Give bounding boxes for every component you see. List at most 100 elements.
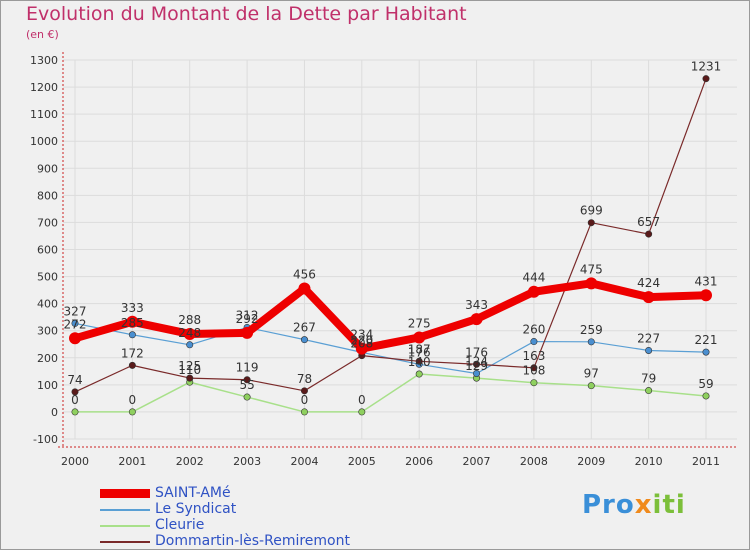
y-tick-label: 400 — [37, 298, 58, 311]
data-label-saint-ame: 424 — [637, 276, 660, 290]
data-label-dommartin: 176 — [465, 345, 488, 359]
data-label-le-syndicat: 124 — [465, 354, 488, 368]
y-tick-label: 900 — [37, 162, 58, 175]
y-tick-label: 1300 — [30, 54, 58, 67]
data-point-saint-ame — [126, 315, 139, 328]
data-label-cleurie: 79 — [641, 372, 656, 386]
data-label-cleurie: 110 — [178, 363, 201, 377]
data-point-saint-ame — [700, 289, 712, 302]
data-label-cleurie: 59 — [698, 377, 713, 391]
data-point-cleurie — [358, 408, 366, 416]
data-label-dommartin: 163 — [522, 349, 545, 363]
data-label-dommartin: 1231 — [691, 60, 722, 74]
x-tick-label: 2001 — [118, 455, 146, 468]
data-label-cleurie: 129 — [465, 359, 488, 373]
data-label-saint-ame: 456 — [293, 267, 316, 281]
data-label-saint-ame: 272 — [64, 317, 87, 331]
data-label-saint-ame: 343 — [465, 298, 488, 312]
y-tick-label: 1000 — [30, 135, 58, 148]
data-point-le-syndicat — [587, 338, 595, 346]
logo-part-3: iti — [652, 490, 686, 520]
x-tick-label: 2003 — [233, 455, 261, 468]
y-tick-label: 0 — [51, 406, 58, 419]
y-tick-label: 100 — [37, 379, 58, 392]
legend-swatch-cleurie — [100, 525, 150, 527]
data-label-le-syndicat: 327 — [64, 304, 87, 318]
data-point-saint-ame — [241, 326, 254, 339]
data-label-dommartin: 119 — [236, 361, 259, 375]
data-point-le-syndicat — [645, 346, 653, 354]
data-label-cleurie: 0 — [301, 393, 309, 407]
data-label-saint-ame: 275 — [408, 316, 431, 330]
y-tick-label: 600 — [37, 244, 58, 257]
series-group — [69, 75, 712, 416]
data-point-dommartin — [702, 75, 710, 83]
legend-label-le-syndicat: Le Syndicat — [155, 501, 237, 517]
y-tick-label: -100 — [33, 433, 58, 446]
data-label-saint-ame: 234 — [350, 328, 373, 342]
data-point-dommartin — [587, 219, 595, 227]
data-label-saint-ame: 288 — [178, 313, 201, 327]
data-label-cleurie: 0 — [358, 393, 366, 407]
data-point-cleurie — [415, 370, 423, 378]
data-point-dommartin — [71, 388, 79, 396]
data-label-saint-ame: 475 — [580, 262, 603, 276]
y-tick-label: 300 — [37, 325, 58, 338]
x-tick-label: 2011 — [692, 455, 720, 468]
data-point-dommartin — [186, 374, 194, 382]
data-label-cleurie: 0 — [71, 393, 79, 407]
data-label-dommartin: 187 — [408, 342, 431, 356]
data-point-le-syndicat — [473, 369, 481, 377]
legend-label-saint-ame: SAINT-AMé — [155, 485, 231, 501]
data-labels: 272 333 288 292 456 234 275 343 444 475 424 431 327 2… — [64, 60, 722, 407]
data-point-saint-ame — [527, 285, 540, 298]
data-label-saint-ame: 431 — [695, 274, 718, 288]
data-label-saint-ame: 292 — [236, 312, 259, 326]
data-point-dommartin — [530, 364, 538, 372]
proxiti-logo: Proxiti — [582, 490, 686, 520]
data-label-saint-ame: 444 — [522, 271, 545, 285]
data-label-le-syndicat: 267 — [293, 321, 316, 335]
y-tick-label: 1100 — [30, 108, 58, 121]
data-label-cleurie: 55 — [239, 378, 254, 392]
data-label-cleurie: 108 — [522, 364, 545, 378]
data-point-le-syndicat — [300, 336, 308, 344]
data-point-le-syndicat — [128, 331, 136, 339]
data-point-cleurie — [530, 379, 538, 387]
data-point-dommartin — [473, 360, 481, 368]
logo-part-2: x — [634, 490, 653, 520]
data-label-le-syndicat: 221 — [695, 333, 718, 347]
series-line-saint-ame — [73, 279, 707, 353]
legend-swatch-le-syndicat — [100, 509, 150, 511]
data-point-cleurie — [300, 408, 308, 416]
data-label-le-syndicat: 227 — [637, 331, 660, 345]
data-point-dommartin — [243, 376, 251, 384]
series-line-dommartin — [74, 78, 707, 393]
legend-label-dommartin: Dommartin-lès-Remiremont — [155, 533, 350, 549]
legend-swatch-dommartin — [100, 541, 150, 543]
data-label-le-syndicat: 285 — [121, 316, 144, 330]
data-point-le-syndicat — [702, 348, 710, 356]
x-tick-label: 2008 — [520, 455, 548, 468]
data-label-dommartin: 657 — [637, 215, 660, 229]
data-label-le-syndicat: 260 — [522, 323, 545, 337]
legend-label-cleurie: Cleurie — [155, 517, 205, 533]
legend-swatch-saint-ame — [100, 489, 150, 498]
data-label-le-syndicat: 220 — [350, 333, 373, 347]
x-tick-label: 2009 — [577, 455, 605, 468]
unit-label: (en €) — [26, 28, 59, 41]
series-line-cleurie — [75, 373, 707, 413]
data-label-cleurie: 0 — [129, 393, 137, 407]
data-point-cleurie — [71, 408, 79, 416]
data-point-saint-ame — [298, 282, 311, 295]
axes: -100010020030040050060070080090010001100… — [30, 52, 737, 468]
logo-part-1: Pro — [582, 490, 635, 520]
x-tick-label: 2006 — [405, 455, 433, 468]
x-tick-label: 2010 — [635, 455, 663, 468]
data-point-saint-ame — [585, 277, 598, 290]
data-point-saint-ame — [470, 313, 483, 326]
data-point-cleurie — [128, 408, 136, 416]
y-tick-label: 1200 — [30, 81, 58, 94]
